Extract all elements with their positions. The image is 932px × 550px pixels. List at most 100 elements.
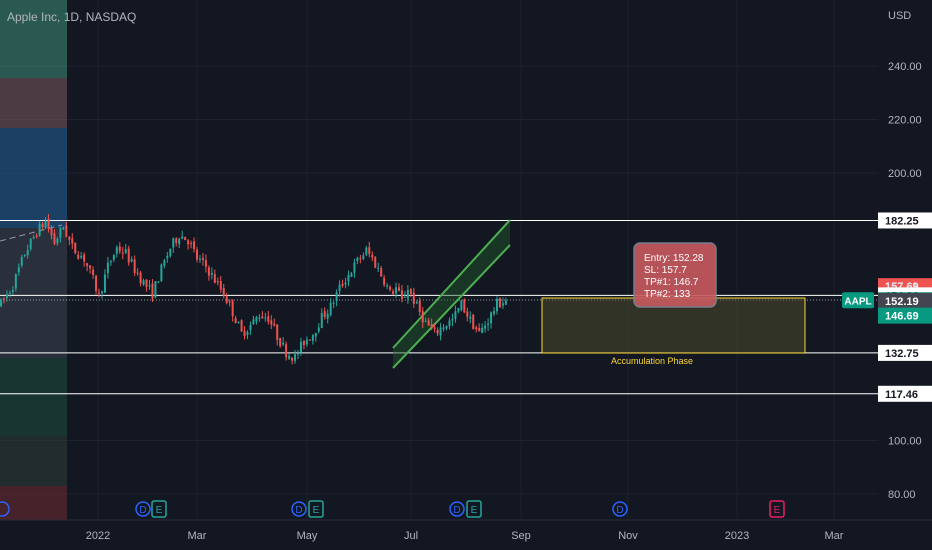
candle-body: [273, 323, 276, 326]
candle-body: [56, 238, 59, 244]
candle-body: [415, 301, 418, 304]
candle-body: [481, 327, 484, 333]
price-label-box: [878, 344, 932, 361]
candle-body: [109, 261, 112, 263]
candle-body: [442, 327, 445, 330]
candle-body: [106, 262, 109, 273]
horizontal-levels: [0, 219, 878, 395]
candle-body: [389, 286, 392, 290]
earnings-marker-icon[interactable]: [466, 500, 482, 518]
candle-body: [86, 262, 89, 266]
candle-body: [121, 252, 124, 254]
candle-body: [487, 323, 490, 326]
candle-body: [118, 246, 121, 252]
price-label: 132.75: [885, 348, 919, 360]
candle-body: [323, 311, 326, 318]
candle-body: [418, 300, 421, 312]
price-label: 146.69: [885, 311, 919, 323]
candle-body: [0, 299, 2, 307]
candle-body: [5, 294, 8, 299]
candle-body: [225, 296, 228, 303]
trade-note[interactable]: Entry: 152.28 SL: 157.7 TP#1: 146.7 TP#2…: [633, 242, 717, 308]
candle-body: [65, 225, 68, 237]
candle-body: [362, 255, 365, 259]
candle-body: [35, 235, 38, 237]
candle-body: [83, 254, 86, 262]
earnings-marker-icon[interactable]: [308, 500, 324, 518]
candle-body: [59, 227, 62, 238]
price-tick-label: 220.00: [888, 115, 922, 127]
candle-body: [374, 257, 377, 268]
candle-body: [255, 317, 258, 322]
candle-body: [326, 313, 329, 319]
candle-body: [127, 248, 130, 263]
candle-body: [463, 299, 466, 313]
candle-body: [270, 320, 273, 325]
candle-body: [175, 238, 178, 244]
price-label: 152.19: [885, 296, 919, 308]
dividend-marker-icon[interactable]: [449, 501, 465, 517]
candle-body: [71, 238, 74, 244]
candle-body: [2, 298, 5, 300]
rising-channel[interactable]: [392, 219, 511, 369]
candle-body: [314, 332, 317, 337]
note-take-profit-2: TP#2: 133: [644, 289, 691, 300]
candle-body: [190, 243, 193, 245]
candle-body: [98, 292, 101, 294]
event-marker-label: D: [139, 505, 146, 516]
candle-body: [267, 316, 270, 322]
candle-body: [163, 260, 166, 266]
candle-body: [279, 338, 282, 347]
candle-body: [204, 260, 207, 267]
candle-body: [433, 327, 436, 329]
candle-body: [356, 257, 359, 261]
candle-body: [282, 342, 285, 345]
time-tick-label: Jul: [404, 530, 418, 542]
candle-body: [335, 292, 338, 302]
chart-title: Apple Inc, 1D, NASDAQ: [7, 10, 136, 24]
candle-body: [89, 265, 92, 269]
earnings-marker-icon[interactable]: [151, 500, 167, 518]
candle-body: [26, 250, 29, 256]
dividend-marker-icon[interactable]: [135, 501, 151, 517]
candle-body: [445, 325, 448, 329]
candle-body: [436, 330, 439, 334]
event-marker-label: E: [774, 505, 781, 516]
time-tick-label: Nov: [618, 530, 638, 542]
candle-body: [240, 320, 243, 332]
candle-body: [112, 255, 115, 260]
dividend-marker-icon[interactable]: [291, 501, 307, 517]
currency-label: USD: [888, 10, 911, 22]
candle-body: [219, 281, 222, 290]
candle-body: [53, 233, 56, 244]
price-label-box: [878, 385, 932, 402]
candle-body: [196, 249, 199, 260]
candle-body: [392, 291, 395, 294]
candle-body: [406, 290, 409, 299]
candle-body: [160, 264, 163, 282]
candle-body: [133, 259, 136, 273]
aapl-badge[interactable]: AAPL: [842, 292, 874, 309]
candle-body: [139, 272, 142, 284]
candle-body: [80, 256, 83, 258]
price-label: 117.46: [885, 389, 918, 401]
note-take-profit-1: TP#1: 146.7: [644, 277, 699, 288]
price-scale[interactable]: [878, 0, 932, 520]
event-marker-edge-icon[interactable]: [0, 501, 10, 517]
dividend-marker-icon[interactable]: [612, 501, 628, 517]
candle-body: [403, 296, 406, 298]
candle-body: [145, 279, 148, 287]
candle-body: [371, 254, 374, 258]
candle-body: [237, 322, 240, 324]
aapl-badge-label: AAPL: [844, 296, 871, 307]
candle-body: [261, 316, 264, 319]
candle-body: [187, 240, 190, 245]
earnings-marker-icon[interactable]: [769, 500, 785, 518]
candle-body: [142, 280, 145, 285]
candle-body: [493, 311, 496, 314]
candle-body: [448, 320, 451, 327]
candle-body: [77, 254, 80, 259]
